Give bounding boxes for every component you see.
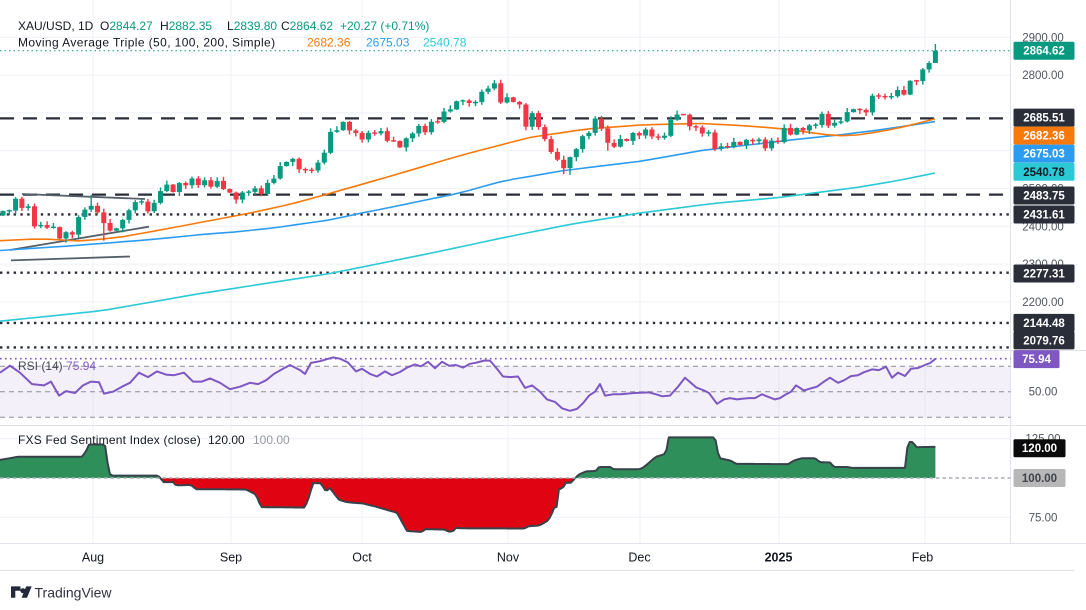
svg-text:2900.00: 2900.00 xyxy=(1022,32,1064,44)
svg-text:Oct: Oct xyxy=(352,551,372,565)
svg-text:2277.31: 2277.31 xyxy=(1023,269,1065,281)
svg-text:2800.00: 2800.00 xyxy=(1022,70,1064,82)
svg-text:2864.62: 2864.62 xyxy=(1023,46,1065,58)
svg-text:120.00 100.00: 120.00 100.00 xyxy=(208,433,290,447)
svg-text:50.00: 50.00 xyxy=(1029,387,1058,399)
svg-text:2682.36 2675.03 2540.78: 2682.36 2675.03 2540.78 xyxy=(307,36,467,50)
svg-text:2682.36: 2682.36 xyxy=(1023,131,1065,143)
svg-text:2675.03: 2675.03 xyxy=(1023,149,1065,161)
svg-text:2079.76: 2079.76 xyxy=(1023,335,1065,347)
svg-text:2400.00: 2400.00 xyxy=(1022,221,1064,233)
svg-text:100.00: 100.00 xyxy=(1022,473,1057,485)
svg-text:120.00: 120.00 xyxy=(1022,443,1057,455)
svg-text:Feb: Feb xyxy=(912,551,934,565)
svg-text:FXS Fed Sentiment Index (close: FXS Fed Sentiment Index (close) xyxy=(18,433,201,447)
svg-text:2200.00: 2200.00 xyxy=(1022,297,1064,309)
svg-text:Aug: Aug xyxy=(82,551,104,565)
svg-text:2483.75: 2483.75 xyxy=(1023,191,1065,203)
svg-text:Nov: Nov xyxy=(497,551,520,565)
svg-text:Sep: Sep xyxy=(220,551,242,565)
svg-text:2144.48: 2144.48 xyxy=(1023,318,1065,330)
svg-text:2540.78: 2540.78 xyxy=(1023,167,1065,179)
svg-text:2025: 2025 xyxy=(765,551,793,565)
svg-text:2685.51: 2685.51 xyxy=(1023,113,1065,125)
svg-text:Moving Average Triple (50, 100: Moving Average Triple (50, 100, 200, Sim… xyxy=(18,36,276,50)
svg-text:75.94: 75.94 xyxy=(1022,354,1051,366)
svg-text:RSI (14) 75.94: RSI (14) 75.94 xyxy=(18,359,96,373)
svg-text:75.00: 75.00 xyxy=(1029,512,1058,524)
svg-text:Dec: Dec xyxy=(628,551,650,565)
svg-text:2431.61: 2431.61 xyxy=(1023,210,1065,222)
svg-text:TradingView: TradingView xyxy=(35,585,113,601)
